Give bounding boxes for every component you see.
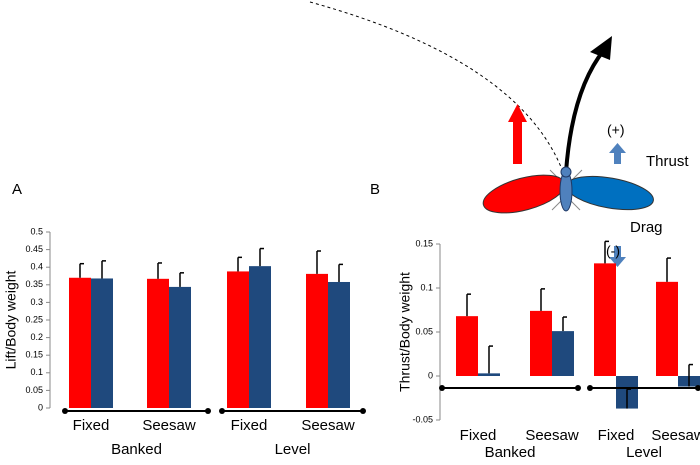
wing-trajectory — [309, 1, 564, 173]
x-tick-label: Seesaw — [525, 427, 579, 444]
bar — [147, 278, 169, 408]
group-label: Level — [626, 444, 662, 460]
bar — [478, 373, 500, 376]
y-tick-label: -0.05 — [412, 414, 433, 424]
group-end — [360, 408, 366, 414]
bar — [249, 266, 271, 408]
group-end — [575, 385, 581, 391]
bar — [169, 286, 191, 408]
thrust-label: Thrust — [646, 153, 689, 170]
bar — [656, 281, 678, 376]
leg — [551, 199, 563, 211]
y-tick-label: 0.15 — [25, 350, 43, 360]
drag-sign: (-) — [606, 243, 620, 259]
bar — [456, 316, 478, 376]
bar — [552, 331, 574, 376]
y-axis-label: Thrust/Body weight — [397, 272, 413, 392]
bar — [306, 273, 328, 408]
arrow-head — [590, 36, 612, 60]
leg — [569, 199, 581, 211]
group-label: Banked — [485, 444, 536, 460]
group-end — [205, 408, 211, 414]
right-wing — [566, 175, 654, 211]
thrust-arrow-head — [609, 143, 626, 153]
x-tick-label: Fixed — [460, 427, 497, 444]
group-end — [62, 408, 68, 414]
bar — [328, 281, 350, 408]
x-tick-label: Seesaw — [651, 427, 700, 444]
thrust-arrow — [614, 152, 621, 164]
y-tick-label: 0 — [428, 370, 433, 380]
x-tick-label: Fixed — [598, 427, 635, 444]
bar — [530, 310, 552, 376]
wing-path-arrow — [564, 48, 606, 173]
drag-arrow-head — [609, 257, 626, 267]
thrust-sign: (+) — [607, 122, 625, 138]
bar — [69, 277, 91, 408]
group-label: Banked — [111, 441, 162, 458]
x-tick-label: Seesaw — [301, 417, 355, 434]
x-tick-label: Seesaw — [142, 417, 196, 434]
lift-arrow — [513, 120, 522, 164]
y-tick-label: 0.5 — [30, 226, 43, 236]
y-tick-label: 0.15 — [415, 238, 433, 248]
x-tick-label: Fixed — [231, 417, 268, 434]
y-tick-label: 0.25 — [25, 314, 43, 324]
panel-label: A — [12, 181, 22, 198]
y-tick-label: 0.05 — [25, 385, 43, 395]
y-tick-label: 0.1 — [30, 367, 43, 377]
y-tick-label: 0.05 — [415, 326, 433, 336]
group-label: Level — [275, 441, 311, 458]
bar — [227, 271, 249, 408]
bar — [91, 278, 113, 408]
antenna — [571, 169, 583, 181]
x-tick-label: Fixed — [73, 417, 110, 434]
y-tick-label: 0.45 — [25, 244, 43, 254]
lift-arrow-head — [508, 104, 527, 122]
group-end — [695, 385, 700, 391]
y-tick-label: 0.2 — [30, 332, 43, 342]
y-tick-label: 0.4 — [30, 262, 43, 272]
group-end — [219, 408, 225, 414]
y-tick-label: 0 — [38, 402, 43, 412]
drag-arrow — [614, 246, 621, 258]
group-end — [439, 385, 445, 391]
y-tick-label: 0.1 — [420, 282, 433, 292]
bar — [594, 263, 616, 376]
y-tick-label: 0.35 — [25, 279, 43, 289]
y-axis-label: Lift/Body weight — [3, 270, 19, 369]
panel-label: B — [370, 181, 380, 198]
insect-head — [560, 166, 572, 178]
drag-label: Drag — [630, 219, 663, 236]
group-end — [587, 385, 593, 391]
y-tick-label: 0.3 — [30, 297, 43, 307]
